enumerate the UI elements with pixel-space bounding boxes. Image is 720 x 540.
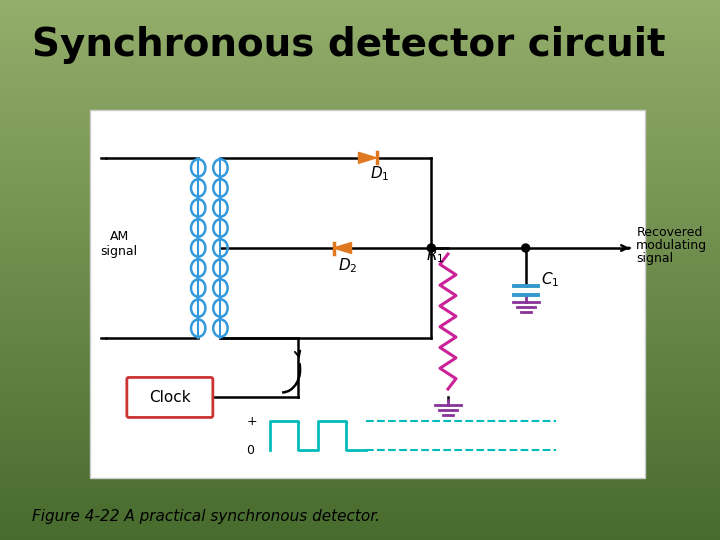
FancyBboxPatch shape xyxy=(127,377,213,417)
Polygon shape xyxy=(333,242,351,253)
Text: +: + xyxy=(246,415,257,428)
Text: $R_1$: $R_1$ xyxy=(426,246,444,265)
Text: 0: 0 xyxy=(246,444,254,457)
Polygon shape xyxy=(359,152,377,163)
Text: $D_1$: $D_1$ xyxy=(369,164,389,183)
Text: signal: signal xyxy=(101,245,138,258)
Text: AM: AM xyxy=(109,230,129,243)
Text: Clock: Clock xyxy=(149,390,191,405)
Text: Synchronous detector circuit: Synchronous detector circuit xyxy=(32,26,665,64)
Text: $C_1$: $C_1$ xyxy=(541,270,559,289)
Text: Figure 4-22 A practical synchronous detector.: Figure 4-22 A practical synchronous dete… xyxy=(32,509,380,523)
Text: signal: signal xyxy=(636,252,673,265)
Circle shape xyxy=(522,244,530,252)
Text: modulating: modulating xyxy=(636,239,708,252)
Circle shape xyxy=(428,244,436,252)
Text: Recovered: Recovered xyxy=(636,226,703,239)
Bar xyxy=(90,110,645,478)
Text: $D_2$: $D_2$ xyxy=(338,256,357,275)
